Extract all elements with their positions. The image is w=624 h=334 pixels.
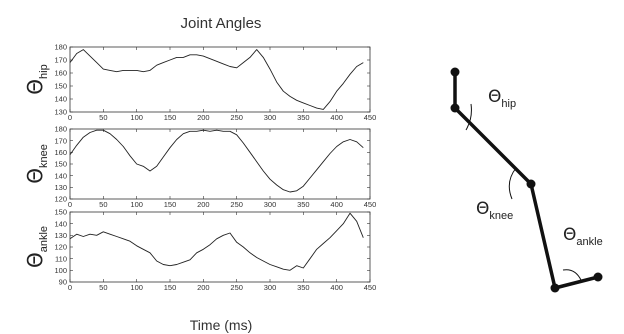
knee-y-tick-label: 180 (54, 125, 67, 134)
hip-x-tick-label: 450 (364, 113, 377, 122)
knee-angle-label: Θknee (476, 199, 513, 222)
knee-y-tick-label: 130 (54, 183, 67, 192)
hip-x-tick-label: 350 (297, 113, 310, 122)
hip-top-joint (450, 67, 460, 77)
hip-y-tick-label: 150 (54, 82, 67, 91)
hip-y-axis-label: Θhip (23, 64, 50, 94)
ankle-y-tick-label: 90 (59, 278, 67, 287)
hip-joint (450, 103, 460, 113)
hip-y-tick-label: 160 (54, 69, 67, 78)
ankle-x-tick-label: 150 (164, 283, 177, 292)
hip-x-tick-label: 250 (230, 113, 243, 122)
knee-y-tick-label: 150 (54, 160, 67, 169)
knee-joint (526, 179, 536, 189)
knee-angle-arc (508, 167, 517, 200)
ankle-x-tick-label: 350 (297, 283, 310, 292)
knee-x-tick-label: 100 (130, 200, 143, 209)
knee-series-line (69, 129, 364, 193)
knee-y-tick-label: 160 (54, 148, 67, 157)
ankle-x-tick-label: 400 (330, 283, 343, 292)
leg-segments (453, 72, 599, 290)
hip-angle-label: Θhip (488, 87, 516, 110)
hip-x-tick-label: 150 (164, 113, 177, 122)
ankle-x-tick-label: 100 (130, 283, 143, 292)
ankle-y-axis-label: Θankle (23, 226, 50, 268)
knee-x-tick-label: 0 (68, 200, 72, 209)
hip-y-tick-label: 130 (54, 108, 67, 117)
x-axis-label: Time (ms) (190, 317, 252, 333)
ankle-x-tick-label: 200 (197, 283, 210, 292)
hip-x-tick-label: 50 (99, 113, 107, 122)
ankle-x-tick-label: 250 (230, 283, 243, 292)
hip-x-tick-label: 0 (68, 113, 72, 122)
hip-series-line (69, 49, 364, 110)
ankle-y-tick-label: 150 (54, 208, 67, 217)
hip-y-tick-label: 180 (54, 43, 67, 52)
leg-diagram: Θhip Θknee Θankle (450, 67, 603, 293)
hip-y-tick-label: 140 (54, 95, 67, 104)
knee-x-tick-label: 200 (197, 200, 210, 209)
chart-title: Joint Angles (181, 15, 262, 32)
knee-y-tick-label: 170 (54, 136, 67, 145)
hip-angle-arc (465, 103, 472, 131)
knee-x-tick-label: 300 (264, 200, 277, 209)
toe-joint (593, 272, 603, 282)
ankle-y-tick-label: 100 (54, 266, 67, 275)
knee-x-tick-label: 250 (230, 200, 243, 209)
ankle-y-tick-label: 130 (54, 231, 67, 240)
knee-angle-panel: 0 50 100 150 200 250 300 350 400 450 120 130 140 150 1… (23, 125, 376, 209)
ankle-x-tick-label: 50 (99, 283, 107, 292)
knee-x-tick-label: 150 (164, 200, 177, 209)
knee-y-tick-label: 120 (54, 195, 67, 204)
ankle-x-tick-label: 0 (68, 283, 72, 292)
hip-y-tick-label: 170 (54, 56, 67, 65)
ankle-angle-label: Θankle (563, 225, 603, 248)
ankle-y-tick-label: 110 (55, 254, 67, 263)
ankle-y-tick-label: 120 (54, 243, 67, 252)
knee-x-tick-label: 350 (297, 200, 310, 209)
hip-x-tick-label: 200 (197, 113, 210, 122)
ankle-angle-panel: 0 50 100 150 200 250 300 350 400 450 90 100 110 120 13… (23, 208, 376, 292)
knee-x-tick-label: 450 (364, 200, 377, 209)
knee-plot-frame (69, 128, 371, 200)
knee-y-tick-label: 140 (54, 171, 67, 180)
hip-x-tick-label: 300 (264, 113, 277, 122)
ankle-series-line (69, 212, 364, 271)
ankle-joint (550, 283, 560, 293)
knee-y-axis-label: Θknee (23, 144, 50, 184)
hip-angle-panel: 0 50 100 150 200 250 300 350 400 450 130 140 150 160 1… (23, 43, 376, 122)
knee-x-tick-label: 50 (99, 200, 107, 209)
ankle-angle-arc (562, 269, 582, 281)
hip-x-tick-label: 400 (330, 113, 343, 122)
ankle-x-tick-label: 300 (264, 283, 277, 292)
ankle-plot-frame (69, 211, 371, 283)
hip-plot-frame (69, 46, 371, 113)
ankle-y-tick-label: 140 (54, 219, 67, 228)
knee-x-tick-label: 400 (330, 200, 343, 209)
hip-x-tick-label: 100 (130, 113, 143, 122)
ankle-x-tick-label: 450 (364, 283, 377, 292)
